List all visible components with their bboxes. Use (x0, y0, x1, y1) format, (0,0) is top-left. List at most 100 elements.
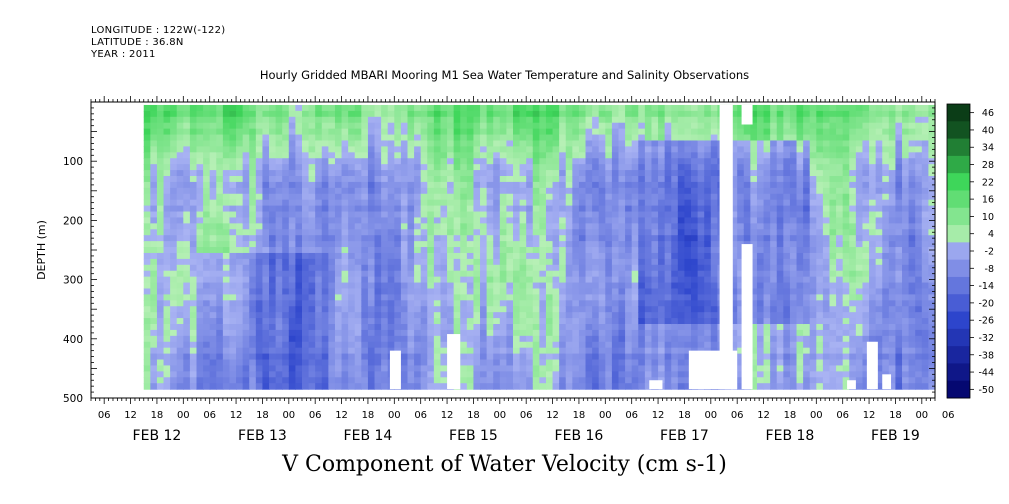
heatmap-cell (486, 335, 494, 343)
heatmap-cell (473, 217, 481, 224)
heatmap-cell (288, 294, 296, 301)
heatmap-cell (565, 104, 573, 112)
heatmap-cell (605, 241, 613, 248)
heatmap-cell (796, 276, 804, 284)
heatmap-cell (763, 252, 771, 260)
heatmap-cell (262, 282, 270, 290)
heatmap-cell (269, 181, 277, 189)
heatmap-cell (473, 288, 481, 295)
heatmap-cell (519, 229, 527, 236)
heatmap-cell (308, 181, 316, 189)
heatmap-cell (809, 229, 817, 236)
heatmap-cell (249, 247, 257, 254)
heatmap-cell (704, 104, 712, 112)
heatmap-cell (809, 193, 817, 201)
heatmap-cell (229, 223, 237, 230)
heatmap-cell (730, 152, 738, 159)
heatmap-cell (763, 294, 771, 301)
heatmap-cell (143, 270, 151, 278)
heatmap-cell (822, 353, 831, 361)
heatmap-cell (822, 181, 831, 189)
heatmap-cell (189, 170, 198, 177)
heatmap-cell (776, 282, 784, 290)
heatmap-cell (473, 371, 481, 378)
heatmap-cell (269, 247, 277, 254)
heatmap-cell (466, 306, 475, 313)
heatmap-cell (150, 223, 158, 230)
heatmap-cell (328, 211, 336, 219)
heatmap-cell (796, 288, 804, 295)
heatmap-cell (789, 140, 798, 147)
heatmap-cell (427, 193, 435, 201)
heatmap-cell (414, 347, 422, 355)
heatmap-cell (282, 329, 290, 337)
heatmap-cell (691, 158, 699, 165)
heatmap-cell (394, 110, 402, 118)
heatmap-cell (216, 164, 224, 171)
heatmap-cell (631, 294, 639, 301)
heatmap-cell (275, 300, 283, 307)
heatmap-cell (526, 116, 534, 124)
heatmap-cell (572, 128, 580, 136)
heatmap-cell (170, 300, 178, 307)
heatmap-cell (414, 312, 422, 319)
heatmap-cell (625, 359, 633, 367)
heatmap-cell (143, 187, 151, 195)
heatmap-cell (539, 312, 547, 319)
heatmap-cell (684, 306, 692, 313)
heatmap-cell (466, 294, 475, 301)
heatmap-cell (796, 329, 804, 337)
heatmap-cell (638, 306, 646, 313)
heatmap-cell (565, 158, 573, 165)
heatmap-cell (242, 152, 250, 159)
heatmap-cell (203, 128, 211, 136)
heatmap-cell (664, 104, 672, 112)
heatmap-cell (440, 258, 448, 266)
heatmap-cell (222, 341, 231, 349)
heatmap-cell (611, 146, 620, 153)
heatmap-cell (242, 252, 250, 260)
heatmap-cell (466, 134, 475, 142)
heatmap-cell (229, 341, 237, 349)
heatmap-cell (658, 116, 666, 124)
heatmap-cell (282, 377, 290, 384)
heatmap-cell (354, 335, 362, 343)
heatmap-cell (209, 276, 217, 284)
heatmap-cell (730, 181, 738, 189)
heatmap-cell (229, 205, 237, 213)
heatmap-cell (374, 116, 382, 124)
heatmap-cell (730, 324, 738, 331)
heatmap-cell (737, 324, 745, 331)
heatmap-cell (605, 110, 613, 118)
heatmap-cell (308, 199, 316, 207)
heatmap-cell (282, 146, 290, 153)
heatmap-cell (203, 353, 211, 361)
heatmap-cell (262, 128, 270, 136)
heatmap-cell (262, 383, 270, 390)
heatmap-cell (559, 276, 567, 284)
heatmap-cell (170, 383, 178, 390)
heatmap-cell (506, 318, 514, 325)
heatmap-cell (750, 247, 758, 254)
heatmap-cell (743, 235, 751, 242)
heatmap-cell (480, 371, 488, 378)
heatmap-cell (611, 347, 620, 355)
heatmap-cell (196, 335, 204, 343)
heatmap-cell (414, 329, 422, 337)
heatmap-cell (262, 217, 270, 224)
heatmap-cell (295, 223, 303, 230)
heatmap-cell (796, 110, 804, 118)
heatmap-cell (288, 193, 296, 201)
heatmap-cell (816, 306, 824, 313)
heatmap-cell (704, 282, 712, 290)
heatmap-cell (189, 122, 198, 130)
heatmap-cell (269, 294, 277, 301)
heatmap-cell (282, 282, 290, 290)
heatmap-cell (776, 318, 784, 325)
heatmap-cell (156, 146, 165, 153)
heatmap-cell (328, 205, 336, 213)
heatmap-cell (611, 176, 620, 183)
heatmap-cell (374, 158, 382, 165)
heatmap-cell (691, 282, 699, 290)
heatmap-cell (275, 223, 283, 230)
